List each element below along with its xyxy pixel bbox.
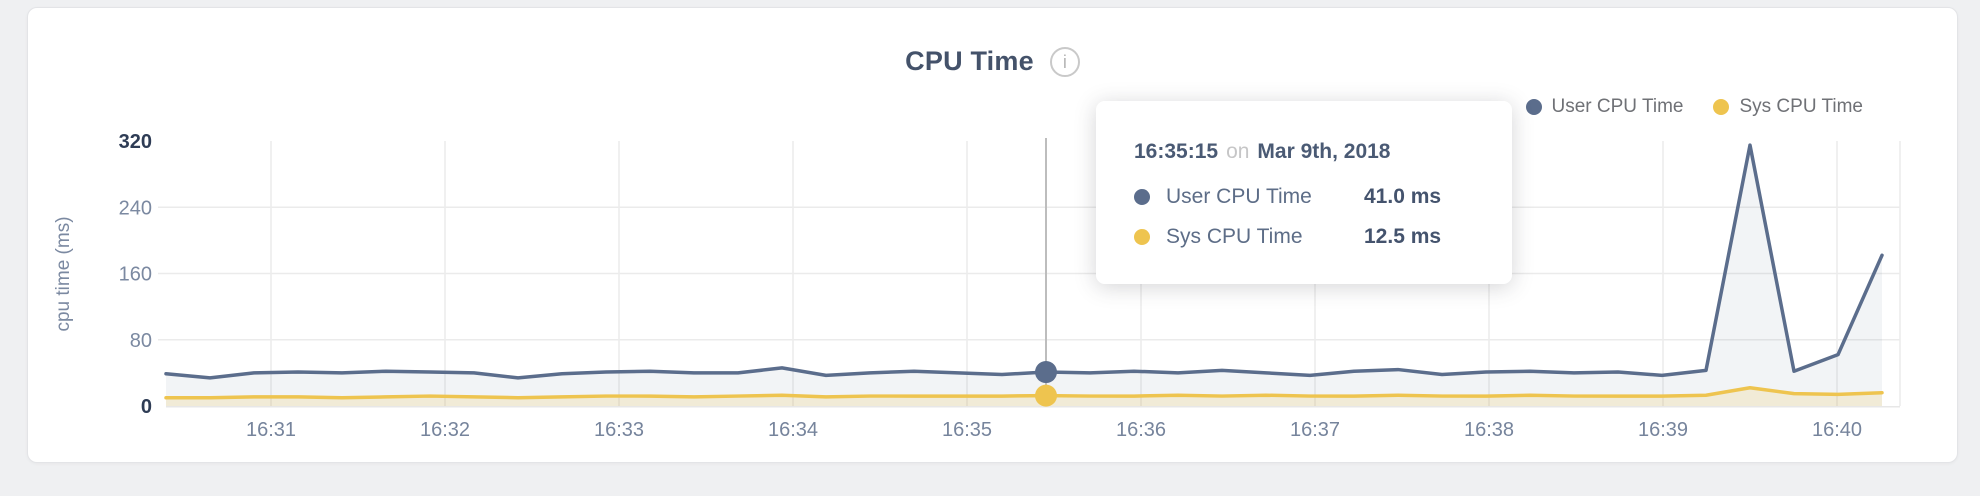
x-tick-label: 16:34 — [768, 419, 818, 441]
x-tick-label: 16:40 — [1812, 419, 1862, 441]
tooltip-title: 16:35:15 on Mar 9th, 2018 — [1134, 137, 1474, 167]
x-tick-label: 16:33 — [594, 419, 644, 441]
series-line — [164, 386, 1884, 400]
x-tick-label: 16:37 — [1290, 419, 1340, 441]
x-tick-label: 16:39 — [1638, 419, 1688, 441]
legend: User CPU Time Sys CPU Time — [1525, 96, 1863, 118]
y-tick-label: 80 — [130, 330, 152, 352]
hover-point-dot — [1035, 384, 1057, 407]
y-axis-title: cpu time (ms) — [53, 216, 74, 331]
user-series-dot-icon — [1525, 99, 1542, 115]
chart-plot-area[interactable]: 0 80 160 240 320 16:31 16:32 16:33 16:34 16:35 16:… — [28, 8, 1959, 464]
y-tick-label: 160 — [119, 264, 152, 286]
hover-tooltip: 16:35:15 on Mar 9th, 2018 User CPU Time … — [1096, 101, 1512, 284]
y-tick-label: 320 — [119, 131, 152, 153]
chart-header: CPU Time i — [28, 46, 1957, 77]
legend-label: Sys CPU Time — [1739, 96, 1863, 117]
tooltip-row-user: User CPU Time 41.0 ms — [1134, 177, 1474, 217]
sys-series-dot-icon — [1134, 229, 1150, 245]
tooltip-series-value: 41.0 ms — [1364, 185, 1442, 208]
x-tick-label: 16:36 — [1116, 419, 1166, 441]
x-tick-label: 16:31 — [246, 419, 296, 441]
legend-label: User CPU Time — [1551, 96, 1684, 117]
y-tick-label: 240 — [119, 197, 152, 219]
x-tick-label: 16:38 — [1464, 419, 1514, 441]
hover-point-dot — [1035, 361, 1057, 384]
user-series-dot-icon — [1134, 189, 1150, 205]
chart-title: CPU Time — [905, 46, 1034, 76]
series-area — [166, 145, 1882, 406]
legend-item-user-cpu-time[interactable]: User CPU Time — [1525, 96, 1684, 118]
x-tick-label: 16:35 — [942, 419, 992, 441]
chart-card: CPU Time i 0 80 160 240 320 16:31 16:32 16:33 16… — [27, 7, 1958, 463]
legend-item-sys-cpu-time[interactable]: Sys CPU Time — [1713, 96, 1863, 118]
x-tick-label: 16:32 — [420, 419, 470, 441]
info-icon[interactable]: i — [1049, 46, 1080, 77]
tooltip-row-sys: Sys CPU Time 12.5 ms — [1134, 217, 1474, 257]
sys-series-dot-icon — [1713, 99, 1730, 115]
tooltip-series-label: User CPU Time — [1166, 185, 1312, 208]
tooltip-series-value: 12.5 ms — [1364, 225, 1442, 248]
tooltip-date: Mar 9th, 2018 — [1257, 140, 1391, 163]
y-tick-label: 0 — [141, 396, 152, 418]
series-line — [164, 143, 1884, 380]
tooltip-series-label: Sys CPU Time — [1166, 225, 1303, 248]
tooltip-conjunction: on — [1226, 140, 1250, 163]
tooltip-time: 16:35:15 — [1134, 140, 1219, 163]
